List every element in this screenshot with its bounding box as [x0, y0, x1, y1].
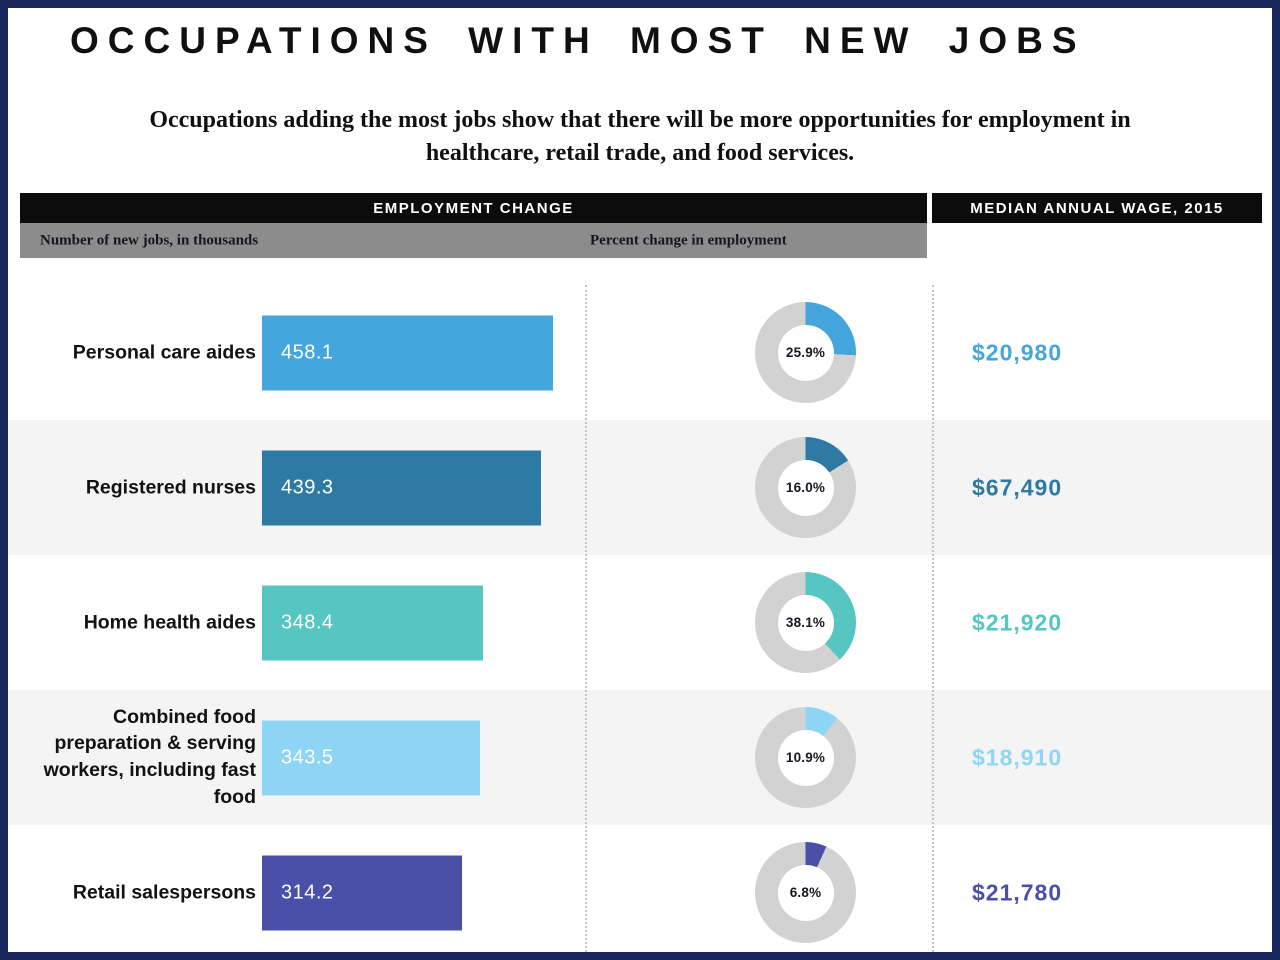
page-title: OCCUPATIONS WITH MOST NEW JOBS: [70, 20, 1086, 61]
jobs-value: 348.4: [281, 611, 334, 633]
percent-value: 6.8%: [789, 885, 822, 900]
percent-value: 10.9%: [785, 750, 826, 765]
column-header-employment-change: EMPLOYMENT CHANGE: [20, 193, 927, 223]
percent-donut: 38.1%: [755, 572, 856, 673]
occupation-row: Personal care aides 458.1 25.9% $20,980: [8, 285, 1272, 420]
subheader-bar: Number of new jobs, in thousands Percent…: [20, 223, 927, 258]
occupation-row: Home health aides 348.4 38.1% $21,920: [8, 555, 1272, 690]
percent-value: 25.9%: [785, 345, 826, 360]
column-header-median-wage: MEDIAN ANNUAL WAGE, 2015: [932, 193, 1262, 223]
page-subtitle: Occupations adding the most jobs show th…: [149, 107, 1131, 166]
rows: Personal care aides 458.1 25.9% $20,980 …: [8, 285, 1272, 952]
percent-donut: 10.9%: [755, 707, 856, 808]
percent-donut: 25.9%: [755, 302, 856, 403]
employment-change-label: EMPLOYMENT CHANGE: [373, 199, 574, 217]
jobs-bar: 458.1: [262, 315, 553, 390]
percent-value: 16.0%: [785, 480, 826, 495]
occupation-row: Registered nurses 439.3 16.0% $67,490: [8, 420, 1272, 555]
divider-bars-donuts: [585, 285, 587, 952]
jobs-bar: 314.2: [262, 855, 462, 930]
infographic-canvas: OCCUPATIONS WITH MOST NEW JOBS Occupatio…: [8, 8, 1272, 952]
occupation-label: Registered nurses: [85, 476, 256, 499]
percent-donut: 6.8%: [755, 842, 856, 943]
wage-value: $18,910: [972, 744, 1063, 770]
donut-hole: 16.0%: [777, 459, 834, 516]
jobs-value: 439.3: [281, 476, 334, 498]
donut-hole: 6.8%: [777, 864, 834, 921]
donut-hole: 38.1%: [777, 594, 834, 651]
median-wage-label: MEDIAN ANNUAL WAGE, 2015: [970, 199, 1224, 217]
percent-donut: 16.0%: [755, 437, 856, 538]
donut-hole: 25.9%: [777, 324, 834, 381]
donut-hole: 10.9%: [777, 729, 834, 786]
wage-value: $67,490: [972, 474, 1063, 500]
occupation-label: Home health aides: [83, 611, 256, 634]
divider-donuts-wages: [932, 285, 934, 952]
percent-subheader-label: Percent change in employment: [590, 232, 787, 248]
wage-value: $21,920: [972, 609, 1063, 635]
jobs-bar: 439.3: [262, 450, 541, 525]
occupation-label: Combined food preparation & serving work…: [43, 705, 256, 809]
occupation-label: Retail salespersons: [72, 881, 256, 904]
occupation-label: Personal care aides: [72, 341, 256, 364]
jobs-value: 458.1: [281, 341, 334, 363]
jobs-bar: 343.5: [262, 720, 480, 795]
wage-value: $20,980: [972, 339, 1063, 365]
occupation-row: Combined food preparation & serving work…: [8, 690, 1272, 825]
occupation-row: Retail salespersons 314.2 6.8% $21,780: [8, 825, 1272, 952]
jobs-subheader-label: Number of new jobs, in thousands: [40, 232, 259, 248]
percent-value: 38.1%: [785, 615, 826, 630]
jobs-bar: 348.4: [262, 585, 483, 660]
jobs-value: 314.2: [281, 881, 334, 903]
wage-value: $21,780: [972, 879, 1063, 905]
jobs-value: 343.5: [281, 746, 334, 768]
